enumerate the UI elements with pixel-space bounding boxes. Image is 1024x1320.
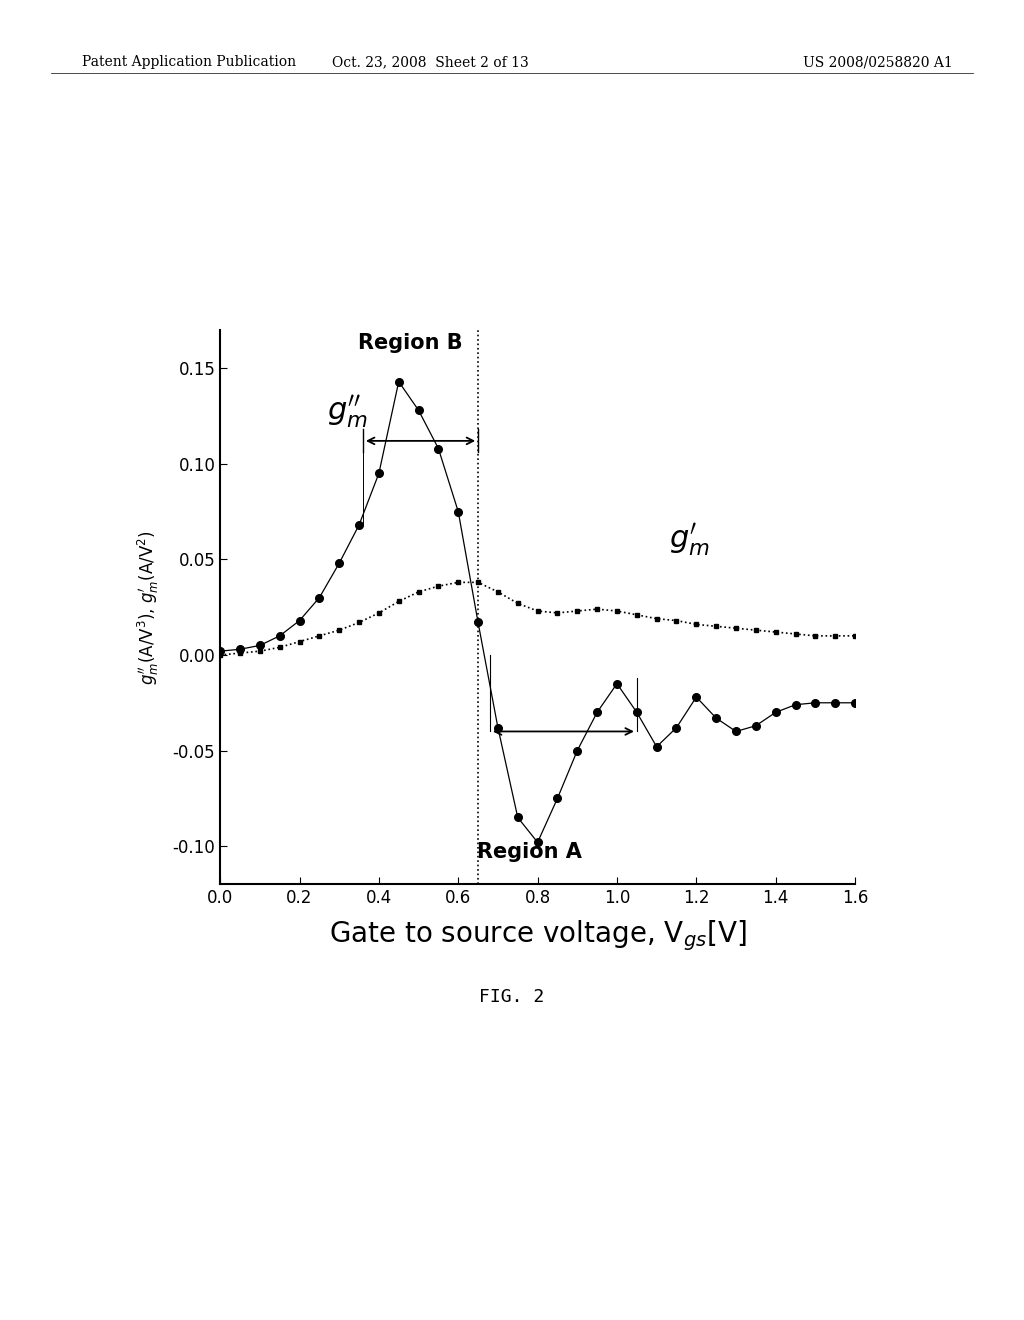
Text: $g_m^{\prime\prime}$: $g_m^{\prime\prime}$: [328, 393, 368, 430]
X-axis label: Gate to source voltage, V$_{gs}$[V]: Gate to source voltage, V$_{gs}$[V]: [329, 919, 746, 953]
Text: Region A: Region A: [477, 842, 582, 862]
Text: Oct. 23, 2008  Sheet 2 of 13: Oct. 23, 2008 Sheet 2 of 13: [332, 55, 528, 70]
Text: Patent Application Publication: Patent Application Publication: [82, 55, 296, 70]
Text: $g_m^{\prime}$: $g_m^{\prime}$: [669, 521, 710, 560]
Text: Region B: Region B: [358, 333, 463, 352]
Text: FIG. 2: FIG. 2: [479, 987, 545, 1006]
Text: US 2008/0258820 A1: US 2008/0258820 A1: [803, 55, 952, 70]
Y-axis label: $g_m^{\prime\prime}$(A/V$^3$), $g_m^{\prime}$(A/V$^2$): $g_m^{\prime\prime}$(A/V$^3$), $g_m^{\pr…: [136, 529, 162, 685]
